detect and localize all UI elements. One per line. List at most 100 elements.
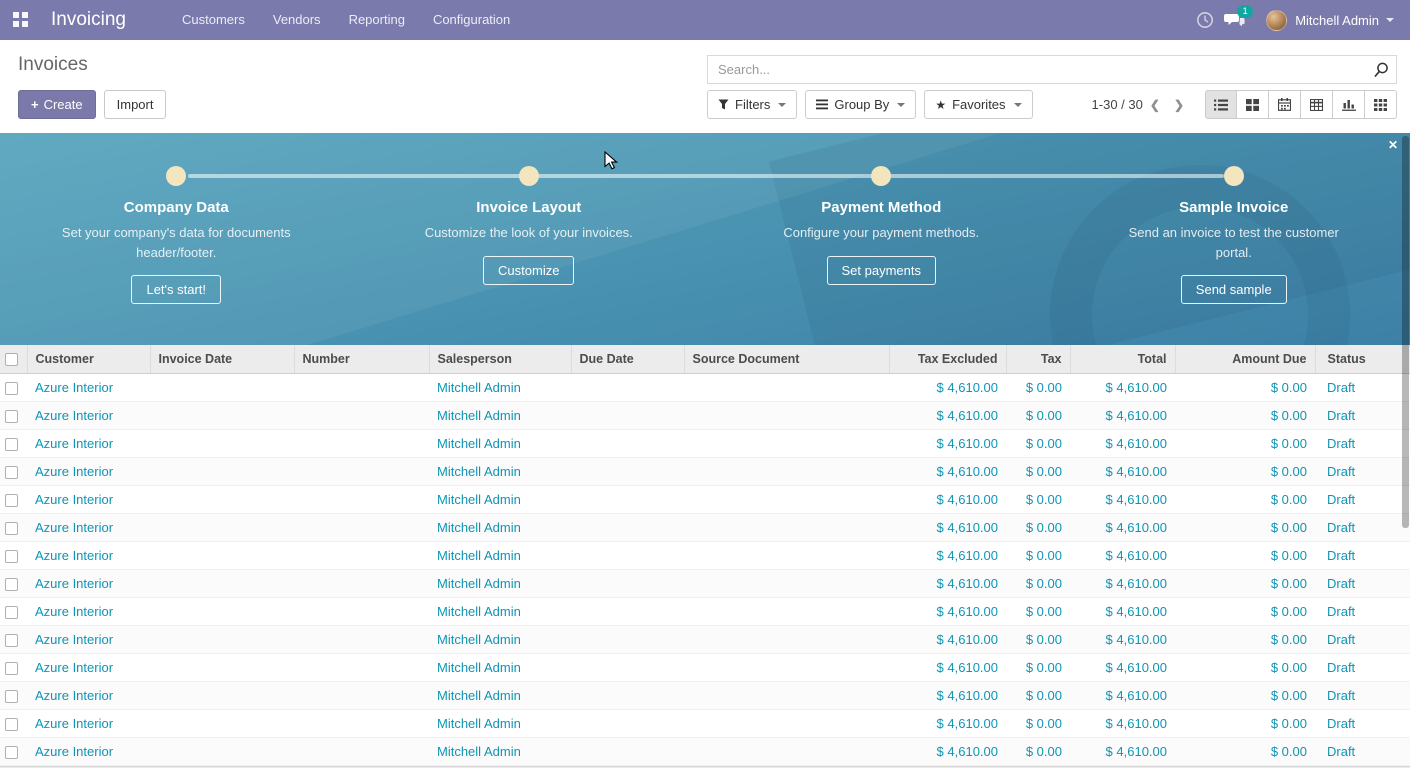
cell-tax-excluded[interactable]: $ 4,610.00 bbox=[889, 457, 1006, 486]
cell-invoice-date[interactable] bbox=[150, 485, 294, 514]
row-checkbox[interactable] bbox=[5, 717, 18, 731]
table-row[interactable]: Azure Interior Mitchell Admin $ 4,610.00 $ … bbox=[0, 681, 1410, 710]
cell-salesperson[interactable]: Mitchell Admin bbox=[429, 401, 571, 430]
cell-amount-due[interactable]: $ 0.00 bbox=[1175, 569, 1315, 598]
favorites-button[interactable]: ★ Favorites bbox=[924, 90, 1033, 119]
user-menu[interactable]: Mitchell Admin bbox=[1266, 9, 1394, 31]
cell-status[interactable]: Draft bbox=[1315, 569, 1410, 598]
cell-source-document[interactable] bbox=[684, 541, 889, 570]
cell-total[interactable]: $ 4,610.00 bbox=[1070, 569, 1175, 598]
column-header-number[interactable]: Number bbox=[294, 345, 430, 374]
cell-status[interactable]: Draft bbox=[1315, 541, 1410, 570]
table-row[interactable]: Azure Interior Mitchell Admin $ 4,610.00 $ … bbox=[0, 597, 1410, 626]
cell-amount-due[interactable]: $ 0.00 bbox=[1175, 457, 1315, 486]
cell-salesperson[interactable]: Mitchell Admin bbox=[429, 737, 571, 766]
cell-due-date[interactable] bbox=[571, 373, 684, 402]
cell-number[interactable] bbox=[294, 737, 429, 766]
cell-due-date[interactable] bbox=[571, 429, 684, 458]
cell-invoice-date[interactable] bbox=[150, 653, 294, 682]
column-header-salesperson[interactable]: Salesperson bbox=[429, 345, 572, 374]
cell-tax[interactable]: $ 0.00 bbox=[1006, 737, 1070, 766]
activities-clock-icon[interactable] bbox=[1196, 11, 1214, 29]
cell-tax-excluded[interactable]: $ 4,610.00 bbox=[889, 401, 1006, 430]
search-input[interactable] bbox=[708, 56, 1396, 83]
cell-total[interactable]: $ 4,610.00 bbox=[1070, 401, 1175, 430]
row-checkbox[interactable] bbox=[5, 549, 18, 563]
cell-customer[interactable]: Azure Interior bbox=[27, 681, 150, 710]
cell-status[interactable]: Draft bbox=[1315, 373, 1410, 402]
cell-salesperson[interactable]: Mitchell Admin bbox=[429, 513, 571, 542]
cell-amount-due[interactable]: $ 0.00 bbox=[1175, 709, 1315, 738]
view-switch-activity[interactable] bbox=[1365, 90, 1397, 119]
step-action-button[interactable]: Customize bbox=[483, 255, 575, 285]
column-header-source-document[interactable]: Source Document bbox=[684, 345, 890, 374]
cell-number[interactable] bbox=[294, 569, 429, 598]
cell-due-date[interactable] bbox=[571, 625, 684, 654]
cell-salesperson[interactable]: Mitchell Admin bbox=[429, 457, 571, 486]
cell-invoice-date[interactable] bbox=[150, 513, 294, 542]
cell-number[interactable] bbox=[294, 513, 429, 542]
cell-tax-excluded[interactable]: $ 4,610.00 bbox=[889, 541, 1006, 570]
cell-tax-excluded[interactable]: $ 4,610.00 bbox=[889, 429, 1006, 458]
cell-status[interactable]: Draft bbox=[1315, 625, 1410, 654]
cell-tax[interactable]: $ 0.00 bbox=[1006, 457, 1070, 486]
table-row[interactable]: Azure Interior Mitchell Admin $ 4,610.00 $ … bbox=[0, 709, 1410, 738]
pager-previous-icon[interactable]: ❮ bbox=[1149, 97, 1160, 112]
cell-due-date[interactable] bbox=[571, 681, 684, 710]
cell-source-document[interactable] bbox=[684, 653, 889, 682]
cell-source-document[interactable] bbox=[684, 709, 889, 738]
cell-customer[interactable]: Azure Interior bbox=[27, 373, 150, 402]
column-header-customer[interactable]: Customer bbox=[27, 345, 151, 374]
cell-tax[interactable]: $ 0.00 bbox=[1006, 709, 1070, 738]
cell-tax[interactable]: $ 0.00 bbox=[1006, 373, 1070, 402]
cell-total[interactable]: $ 4,610.00 bbox=[1070, 709, 1175, 738]
cell-source-document[interactable] bbox=[684, 401, 889, 430]
cell-number[interactable] bbox=[294, 597, 429, 626]
table-row[interactable]: Azure Interior Mitchell Admin $ 4,610.00 $ … bbox=[0, 485, 1410, 514]
cell-status[interactable]: Draft bbox=[1315, 681, 1410, 710]
row-checkbox[interactable] bbox=[5, 465, 18, 479]
cell-customer[interactable]: Azure Interior bbox=[27, 401, 150, 430]
cell-status[interactable]: Draft bbox=[1315, 597, 1410, 626]
cell-customer[interactable]: Azure Interior bbox=[27, 653, 150, 682]
row-checkbox[interactable] bbox=[5, 689, 18, 703]
cell-invoice-date[interactable] bbox=[150, 709, 294, 738]
row-checkbox[interactable] bbox=[5, 437, 18, 451]
cell-total[interactable]: $ 4,610.00 bbox=[1070, 485, 1175, 514]
cell-status[interactable]: Draft bbox=[1315, 457, 1410, 486]
app-title[interactable]: Invoicing bbox=[51, 9, 126, 30]
row-checkbox[interactable] bbox=[5, 381, 18, 395]
select-all-checkbox[interactable] bbox=[5, 352, 18, 366]
cell-status[interactable]: Draft bbox=[1315, 429, 1410, 458]
cell-tax[interactable]: $ 0.00 bbox=[1006, 429, 1070, 458]
close-icon[interactable]: ✕ bbox=[1387, 138, 1398, 152]
cell-total[interactable]: $ 4,610.00 bbox=[1070, 597, 1175, 626]
messages-icon[interactable]: 1 bbox=[1224, 5, 1254, 29]
column-header-tax-excluded[interactable]: Tax Excluded bbox=[889, 345, 1007, 374]
table-row[interactable]: Azure Interior Mitchell Admin $ 4,610.00 $ … bbox=[0, 541, 1410, 570]
cell-due-date[interactable] bbox=[571, 709, 684, 738]
cell-due-date[interactable] bbox=[571, 597, 684, 626]
cell-source-document[interactable] bbox=[684, 485, 889, 514]
search-icon[interactable] bbox=[1373, 62, 1389, 83]
column-header-due-date[interactable]: Due Date bbox=[571, 345, 685, 374]
cell-customer[interactable]: Azure Interior bbox=[27, 737, 150, 766]
column-header-total[interactable]: Total bbox=[1070, 345, 1176, 374]
cell-tax[interactable]: $ 0.00 bbox=[1006, 541, 1070, 570]
cell-total[interactable]: $ 4,610.00 bbox=[1070, 429, 1175, 458]
cell-amount-due[interactable]: $ 0.00 bbox=[1175, 541, 1315, 570]
cell-invoice-date[interactable] bbox=[150, 373, 294, 402]
column-header-amount-due[interactable]: Amount Due bbox=[1175, 345, 1316, 374]
cell-tax-excluded[interactable]: $ 4,610.00 bbox=[889, 709, 1006, 738]
cell-status[interactable]: Draft bbox=[1315, 401, 1410, 430]
cell-source-document[interactable] bbox=[684, 569, 889, 598]
nav-item-reporting[interactable]: Reporting bbox=[348, 12, 405, 27]
cell-customer[interactable]: Azure Interior bbox=[27, 597, 150, 626]
cell-invoice-date[interactable] bbox=[150, 457, 294, 486]
cell-due-date[interactable] bbox=[571, 569, 684, 598]
cell-amount-due[interactable]: $ 0.00 bbox=[1175, 401, 1315, 430]
cell-due-date[interactable] bbox=[571, 401, 684, 430]
cell-tax-excluded[interactable]: $ 4,610.00 bbox=[889, 625, 1006, 654]
cell-due-date[interactable] bbox=[571, 485, 684, 514]
cell-number[interactable] bbox=[294, 653, 429, 682]
